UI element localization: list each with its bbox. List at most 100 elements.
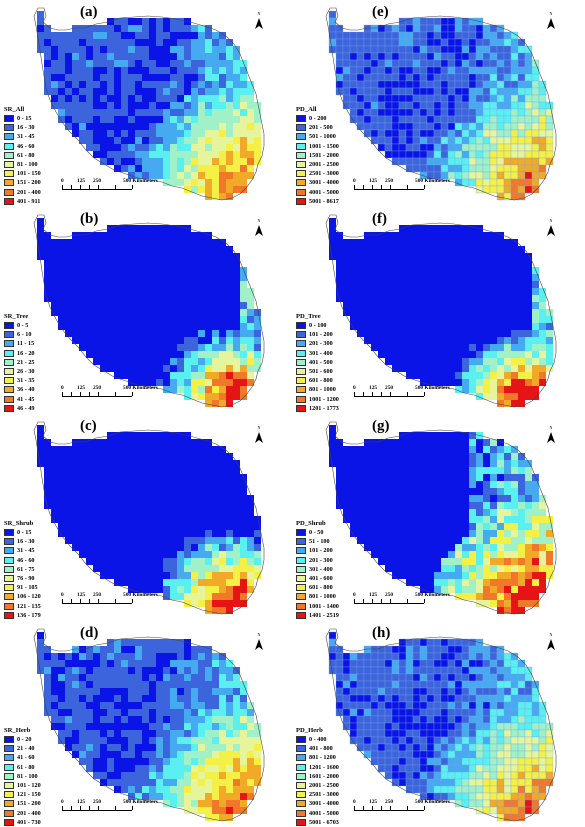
grid-cell	[114, 253, 121, 260]
grid-cell	[156, 793, 163, 800]
grid-cell	[205, 793, 212, 800]
grid-cell	[434, 309, 441, 316]
grid-cell	[37, 632, 44, 639]
grid-cell	[240, 544, 247, 551]
legend-item: 0 - 15	[4, 114, 41, 123]
grid-cell	[441, 495, 448, 502]
grid-cell	[226, 607, 233, 614]
grid-cell	[79, 495, 86, 502]
grid-cell	[342, 45, 351, 54]
grid-cell	[86, 439, 93, 446]
grid-cell	[434, 544, 441, 551]
grid-cell	[511, 253, 518, 260]
grid-cell	[135, 793, 142, 800]
grid-cell	[406, 453, 413, 460]
grid-cell	[114, 25, 121, 32]
grid-cell	[510, 659, 519, 668]
grid-cell	[413, 239, 420, 246]
grid-cell	[447, 59, 456, 68]
map-panel-d: (d) N SR_Herb 0 - 20 21 - 40 41 - 60 61 - 80 81…	[0, 621, 292, 827]
grid-cell	[448, 302, 455, 309]
grid-cell	[156, 337, 163, 344]
grid-cell	[163, 751, 170, 758]
grid-cell	[511, 386, 518, 393]
grid-cell	[475, 94, 484, 103]
grid-cell	[226, 744, 233, 751]
grid-cell	[240, 579, 247, 586]
grid-cell	[107, 323, 114, 330]
grid-cell	[191, 653, 198, 660]
grid-cell	[240, 379, 247, 386]
grid-cell	[149, 779, 156, 786]
grid-cell	[538, 101, 547, 110]
grid-cell	[364, 281, 371, 288]
grid-cell	[247, 288, 254, 295]
grid-cell	[212, 460, 219, 467]
grid-cell	[191, 60, 198, 67]
grid-cell	[226, 88, 233, 95]
grid-cell	[490, 593, 497, 600]
grid-cell	[191, 379, 198, 386]
grid-cell	[205, 758, 212, 765]
grid-cell	[427, 365, 434, 372]
grid-cell	[461, 687, 470, 696]
grid-cell	[100, 481, 107, 488]
grid-cell	[454, 59, 463, 68]
grid-cell	[184, 653, 191, 660]
grid-cell	[156, 288, 163, 295]
grid-cell	[198, 186, 205, 193]
grid-cell	[419, 101, 428, 110]
grid-cell	[212, 600, 219, 607]
grid-cell	[44, 495, 51, 502]
grid-cell	[163, 67, 170, 74]
grid-cell	[156, 523, 163, 530]
grid-cell	[447, 157, 456, 166]
grid-cell	[392, 537, 399, 544]
legend-item: 401 - 500	[296, 358, 339, 367]
grid-cell	[511, 579, 518, 586]
grid-cell	[128, 688, 135, 695]
grid-cell	[100, 474, 107, 481]
grid-cell	[72, 309, 79, 316]
grid-cell	[364, 502, 371, 509]
grid-cell	[121, 558, 128, 565]
grid-cell	[135, 786, 142, 793]
grid-cell	[121, 281, 128, 288]
grid-cell	[503, 115, 512, 124]
grid-cell	[384, 680, 393, 689]
grid-cell	[427, 516, 434, 523]
grid-cell	[357, 288, 364, 295]
grid-cell	[511, 337, 518, 344]
grid-cell	[476, 488, 483, 495]
grid-cell	[343, 281, 350, 288]
grid-cell	[254, 779, 261, 786]
legend-label: 201 - 300	[309, 556, 333, 564]
grid-cell	[240, 316, 247, 323]
panel-label: (g)	[372, 418, 390, 434]
grid-cell	[170, 25, 177, 32]
grid-cell	[419, 31, 428, 40]
grid-cell	[100, 330, 107, 337]
grid-cell	[475, 143, 484, 152]
legend-item: 1201 - 1773	[296, 404, 339, 413]
grid-cell	[184, 344, 191, 351]
grid-cell	[483, 337, 490, 344]
grid-cell	[427, 530, 434, 537]
grid-cell	[149, 260, 156, 267]
grid-cell	[412, 80, 421, 89]
grid-cell	[441, 351, 448, 358]
grid-cell	[413, 509, 420, 516]
grid-cell	[384, 708, 393, 717]
grid-cell	[525, 365, 532, 372]
grid-cell	[142, 88, 149, 95]
grid-cell	[489, 122, 498, 131]
grid-cell	[219, 674, 226, 681]
grid-cell	[419, 659, 428, 668]
grid-cell	[142, 225, 149, 232]
grid-cell	[517, 38, 526, 47]
grid-cell	[511, 474, 518, 481]
grid-cell	[335, 687, 344, 696]
grid-cell	[427, 474, 434, 481]
grid-cell	[496, 171, 505, 180]
grid-cell	[79, 688, 86, 695]
